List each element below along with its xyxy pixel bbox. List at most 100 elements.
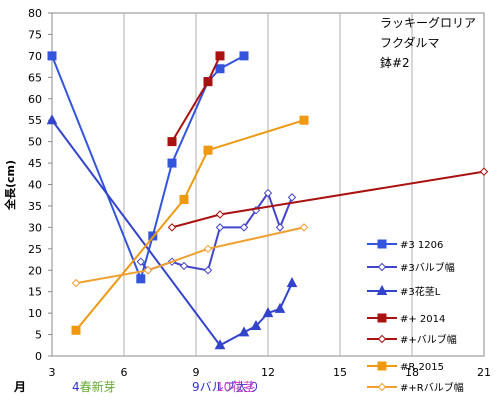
month-event: 花茎 (231, 379, 255, 394)
x-tick-label: 15 (333, 366, 347, 379)
data-point (167, 223, 177, 232)
note-line-1: ラッキーグロリア (380, 16, 476, 30)
x-tick-label: 6 (121, 366, 128, 379)
series-3 (46, 114, 298, 350)
y-tick-label: 55 (28, 114, 42, 127)
y-tick-label: 80 (28, 7, 42, 20)
data-point (214, 339, 226, 350)
x-axis-ticks: 3 6 9 12 15 18 21 (49, 366, 492, 379)
y-tick-label: 45 (28, 157, 42, 170)
data-point (47, 51, 57, 61)
month-annotation-1: 4春新芽 (72, 379, 116, 394)
x-tick-label: 9 (193, 366, 200, 379)
data-point (136, 274, 146, 284)
data-point (215, 51, 225, 61)
legend-label: #3 1206 (400, 240, 443, 251)
data-point (136, 257, 146, 266)
y-tick-label: 5 (35, 329, 42, 342)
series-6 (71, 115, 309, 335)
data-point (263, 188, 273, 198)
month-event: バルブ太り (200, 379, 260, 394)
legend-label: #+Rバルブ幅 (400, 381, 464, 394)
legend-marker (377, 313, 387, 323)
x-axis-label: 月 (13, 380, 26, 394)
month-annotation-2: 9バルブ太り (192, 379, 260, 394)
data-point (286, 277, 298, 288)
month-number: 4 (72, 380, 80, 394)
legend: #3 1206 #3バルブ幅 #3花茎L #+ 2014 #+バルブ幅 #R 2015 #+… (367, 239, 464, 394)
legend-marker (376, 284, 388, 295)
y-tick-label: 50 (28, 136, 42, 149)
y-tick-label: 35 (28, 200, 42, 213)
y-tick-label: 25 (28, 243, 42, 256)
y-tick-label: 30 (28, 221, 42, 234)
series-line (75, 226, 305, 285)
month-event: 春新芽 (80, 379, 116, 394)
data-point (71, 278, 81, 288)
data-point (203, 266, 213, 275)
series-line (75, 119, 305, 331)
legend-marker (377, 382, 387, 392)
data-point (167, 137, 177, 147)
x-tick-label: 12 (261, 366, 275, 379)
data-point (299, 223, 309, 232)
series-group (46, 51, 489, 350)
y-tick-label: 65 (28, 71, 42, 84)
legend-item-7: #+Rバルブ幅 (367, 381, 464, 394)
legend-label: #+ 2014 (400, 314, 445, 325)
data-point (274, 302, 286, 313)
y-axis-label: 全長(cm) (3, 160, 17, 211)
data-point (46, 114, 58, 125)
y-tick-label: 60 (28, 93, 42, 106)
data-point (203, 244, 213, 254)
series-5 (167, 167, 489, 232)
x-tick-label: 3 (49, 366, 56, 379)
grid-lines (123, 13, 413, 356)
data-point (238, 326, 250, 337)
x-tick-label: 21 (477, 366, 491, 379)
data-point (215, 210, 225, 219)
data-point (275, 223, 285, 232)
data-point (299, 115, 309, 125)
data-point (287, 193, 297, 202)
data-point (479, 167, 489, 176)
legend-label: #R 2015 (400, 362, 444, 373)
data-point (203, 145, 213, 155)
y-tick-label: 75 (28, 28, 42, 41)
y-tick-label: 10 (28, 307, 42, 320)
data-point (215, 223, 225, 232)
legend-item-5: #+バルブ幅 (367, 333, 457, 346)
data-point (239, 51, 249, 61)
series-1 (47, 51, 249, 284)
legend-marker (377, 334, 387, 344)
data-point (167, 158, 177, 168)
y-tick-label: 20 (28, 264, 42, 277)
legend-marker (377, 239, 387, 249)
data-point (215, 64, 225, 74)
legend-label: #+バルブ幅 (400, 333, 457, 346)
series-7 (71, 223, 309, 288)
data-point (179, 261, 189, 271)
legend-label: #3バルブ幅 (400, 261, 455, 274)
data-point (203, 77, 213, 87)
legend-item-2: #3バルブ幅 (367, 261, 455, 274)
legend-label: #3花茎L (400, 285, 441, 298)
month-number: 9 (192, 380, 200, 394)
legend-item-4: #+ 2014 (367, 313, 445, 325)
y-tick-label: 40 (28, 179, 42, 192)
y-tick-label: 0 (35, 350, 42, 363)
legend-item-6: #R 2015 (367, 361, 444, 373)
data-point (262, 307, 274, 318)
x-tick-label: 18 (405, 366, 419, 379)
note-line-2: フクダルマ (380, 35, 440, 50)
data-point (143, 266, 153, 275)
month-annotation-3: 10花茎 (216, 379, 255, 394)
y-tick-label: 70 (28, 50, 42, 63)
y-axis-ticks: 0 5 10 15 20 25 30 35 40 45 50 55 60 65 70 75 80 (28, 7, 52, 363)
month-number: 10 (216, 380, 231, 394)
data-point (71, 325, 81, 335)
data-point (179, 195, 189, 205)
legend-item-1: #3 1206 (367, 239, 443, 251)
series-4 (167, 51, 225, 147)
